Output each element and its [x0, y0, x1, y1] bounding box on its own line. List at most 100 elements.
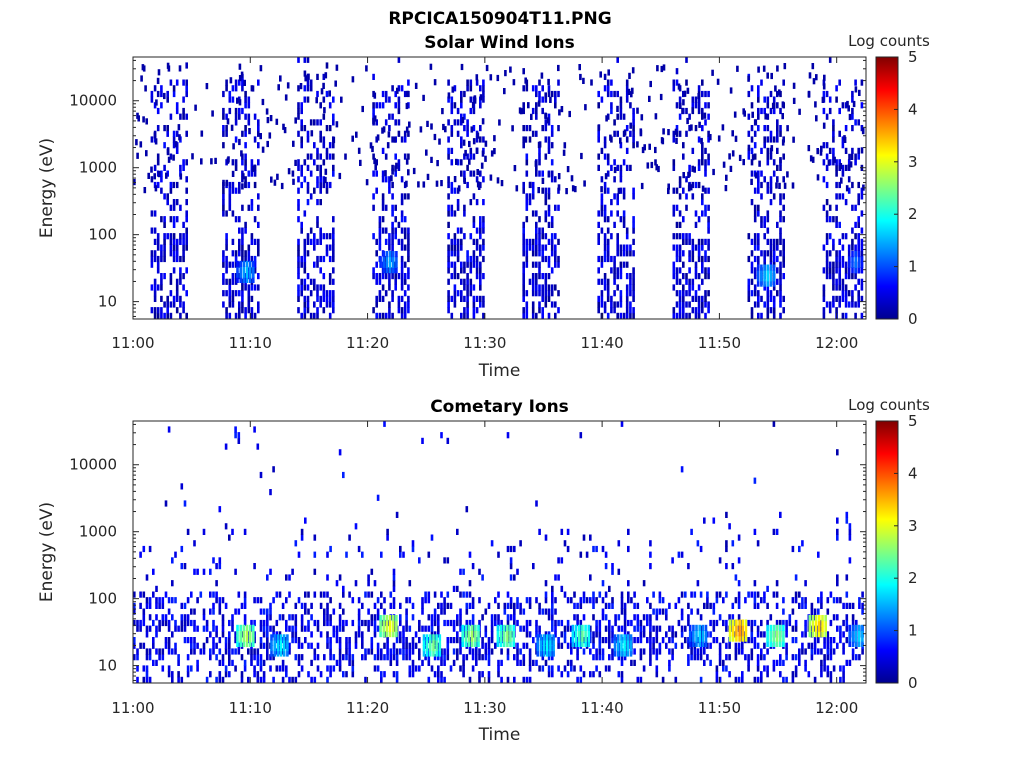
heatmap-cell — [332, 233, 335, 240]
heatmap-cell — [728, 153, 731, 160]
heatmap-cell — [466, 278, 469, 285]
heatmap-cell — [183, 500, 187, 507]
heatmap-cell — [554, 625, 557, 632]
heatmap-cell — [825, 233, 829, 240]
heatmap-cell — [139, 619, 142, 627]
heatmap-cell — [497, 614, 500, 621]
heatmap-cell — [701, 142, 704, 149]
heatmap-cell — [248, 271, 252, 278]
heatmap-cell — [139, 642, 142, 649]
heatmap-cell — [322, 73, 326, 80]
heatmap-cell — [381, 204, 385, 211]
heatmap-cell — [472, 216, 476, 223]
heatmap-cell — [222, 301, 225, 308]
heatmap-cell — [764, 113, 767, 120]
heatmap-cell — [678, 295, 682, 302]
heatmap-cell — [238, 290, 241, 297]
heatmap-cell — [544, 193, 548, 200]
heatmap-cell — [484, 642, 488, 649]
heatmap-cell — [547, 78, 550, 86]
heatmap-cell — [785, 625, 788, 632]
heatmap-cell — [257, 193, 260, 200]
heatmap-cell — [667, 187, 670, 195]
heatmap-cell — [474, 630, 477, 637]
heatmap-cell — [266, 648, 269, 655]
heatmap-cell — [319, 187, 322, 194]
heatmap-cell — [421, 602, 424, 609]
heatmap-cell — [310, 614, 313, 621]
heatmap-cell — [704, 640, 708, 647]
heatmap-cell — [145, 631, 149, 638]
heatmap-cell — [535, 227, 538, 234]
heatmap-cell — [563, 540, 567, 547]
heatmap-cell — [595, 654, 598, 661]
heatmap-cell — [557, 184, 561, 191]
heatmap-cell — [185, 210, 188, 217]
heatmap-cell — [694, 312, 698, 319]
heatmap-cell — [579, 665, 583, 672]
heatmap-cell — [820, 145, 823, 152]
heatmap-cell — [613, 645, 617, 652]
heatmap-cell — [475, 648, 478, 655]
heatmap-cell — [668, 602, 671, 609]
heatmap-cell — [369, 142, 373, 149]
heatmap-cell — [775, 635, 779, 642]
heatmap-cell — [728, 630, 732, 637]
heatmap-cell — [328, 295, 332, 302]
heatmap-cell — [606, 153, 610, 160]
heatmap-cell — [531, 261, 535, 268]
heatmap-cell — [776, 267, 779, 274]
heatmap-cell — [212, 602, 215, 609]
heatmap-cell — [430, 534, 434, 541]
heatmap-cell — [544, 273, 548, 280]
heatmap-cell — [234, 290, 238, 297]
heatmap-cell — [623, 634, 626, 641]
heatmap-cell — [273, 634, 276, 641]
heatmap-cell — [450, 125, 454, 132]
heatmap-cell — [388, 312, 391, 319]
heatmap-cell — [823, 637, 826, 644]
heatmap-cell — [639, 676, 643, 683]
heatmap-cell — [544, 92, 547, 99]
heatmap-cell — [286, 650, 289, 657]
heatmap-cell — [535, 102, 538, 109]
heatmap-cell — [182, 307, 185, 314]
y-axis-label: Energy (eV) — [37, 502, 57, 602]
heatmap-cell — [464, 630, 468, 637]
heatmap-cell — [171, 676, 174, 683]
heatmap-cell — [225, 267, 228, 274]
heatmap-cell — [291, 568, 294, 575]
heatmap-cell — [361, 105, 364, 113]
heatmap-cell — [513, 619, 516, 627]
heatmap-cell — [570, 665, 573, 672]
heatmap-cell — [463, 233, 466, 240]
heatmap-cell — [402, 648, 405, 655]
x-tick-label: 11:40 — [581, 699, 624, 717]
heatmap-cell — [388, 233, 391, 240]
heatmap-cell — [357, 608, 361, 615]
heatmap-cell — [854, 301, 857, 308]
heatmap-cell — [291, 676, 294, 683]
heatmap-cell — [822, 142, 826, 149]
heatmap-cell — [230, 124, 234, 131]
heatmap-cell — [241, 250, 244, 257]
heatmap-cell — [450, 204, 454, 211]
heatmap-cell — [262, 671, 266, 678]
heatmap-cell — [522, 187, 525, 194]
heatmap-cell — [408, 121, 411, 128]
heatmap-cell — [636, 619, 640, 627]
heatmap-cell — [613, 166, 617, 174]
heatmap-cell — [190, 637, 193, 644]
heatmap-cell — [329, 642, 332, 649]
heatmap-cell — [234, 113, 238, 120]
heatmap-cell — [247, 181, 251, 189]
heatmap-cell — [772, 659, 776, 666]
heatmap-cell — [395, 251, 398, 258]
heatmap-cell — [199, 591, 203, 598]
heatmap-cell — [701, 307, 704, 314]
heatmap-cell — [225, 307, 228, 314]
heatmap-cell — [498, 119, 501, 126]
heatmap-cell — [171, 580, 174, 587]
heatmap-cell — [554, 204, 557, 211]
heatmap-cell — [685, 79, 688, 86]
